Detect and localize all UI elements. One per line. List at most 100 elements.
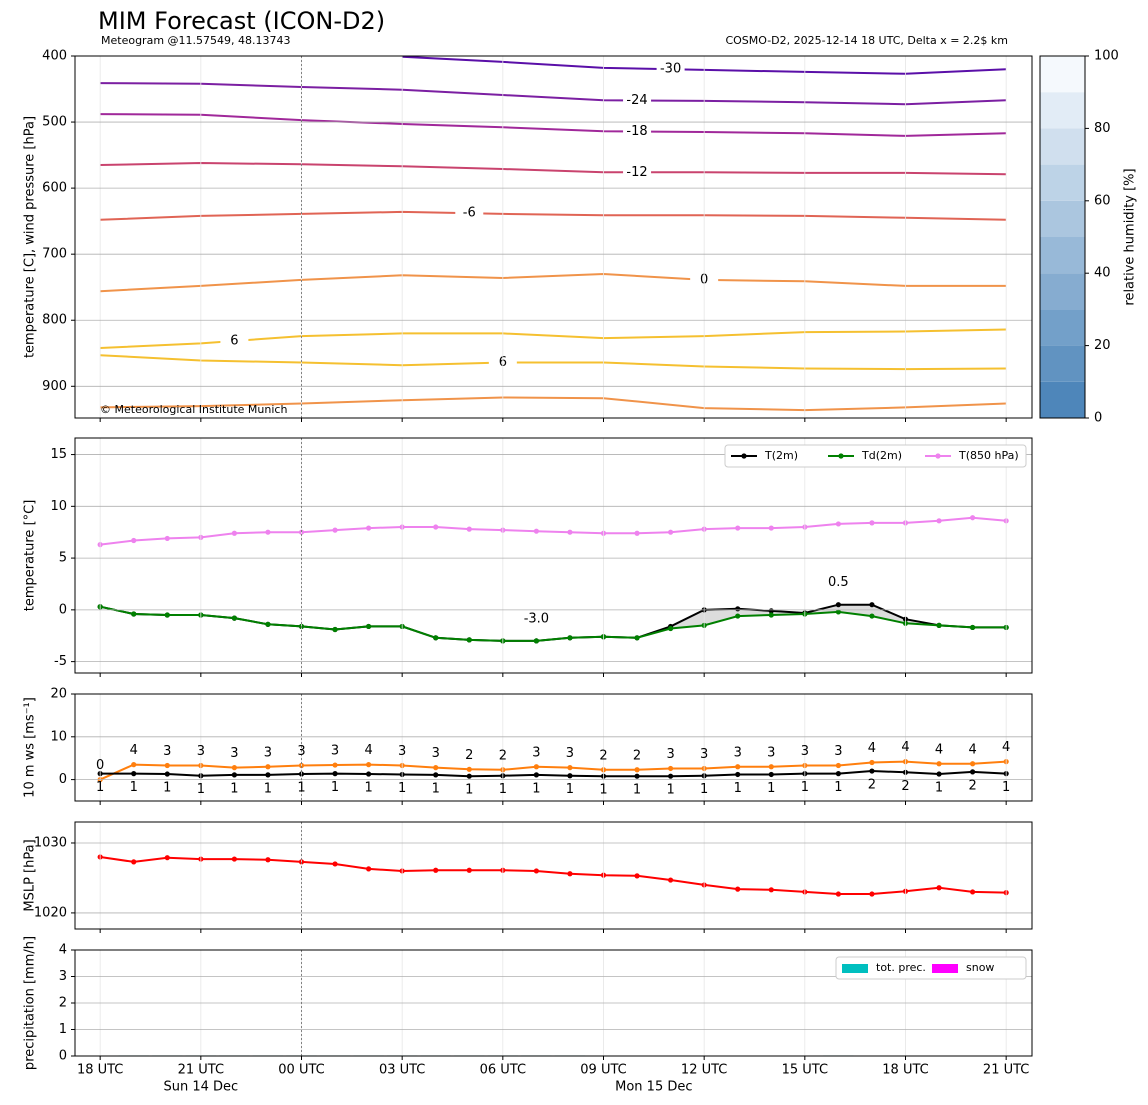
point (634, 773, 640, 779)
series-line (99, 760, 1007, 781)
y-tick-label: 20 (50, 687, 67, 702)
value-label: 1 (331, 780, 339, 795)
subtitle: Meteogram @11.57549, 48.13743 (101, 34, 291, 47)
point (835, 762, 841, 769)
series-line (100, 769, 1007, 778)
y-tick-label: 0 (59, 1049, 67, 1064)
point (231, 615, 237, 621)
contour-label: -30 (660, 62, 681, 77)
contour-line (100, 113, 1007, 137)
colorbar-band (1040, 381, 1085, 418)
contour-line (100, 272, 1007, 293)
point (768, 887, 774, 893)
value-label: 1 (532, 781, 540, 796)
point (869, 602, 875, 608)
point (567, 765, 573, 771)
x-tick-label: 15 UTC (782, 1063, 828, 1078)
colorbar-band (1040, 92, 1085, 129)
value-label: 2 (968, 778, 976, 793)
value-label: 1 (96, 780, 104, 795)
point (668, 877, 674, 883)
credit: © Meteorological Institute Munich (100, 403, 287, 416)
value-label: 1 (633, 783, 641, 798)
colorbar-tick-label: 40 (1094, 266, 1111, 281)
contour-line (100, 82, 1007, 106)
point (970, 624, 976, 631)
value-label: 3 (163, 744, 171, 759)
point (131, 537, 137, 544)
y-axis-label: MSLP [hPa] (23, 839, 38, 911)
point (634, 635, 640, 641)
point (164, 771, 170, 777)
point (231, 772, 237, 778)
point (768, 771, 774, 778)
value-label: 3 (666, 747, 674, 762)
panel: 0 10 20 10 m ws [ms⁻¹] 0 4 3 3 3 3 3 3 4 3 3 2 2 3 3 2 2 3 3 3 3… (23, 687, 1033, 805)
point (265, 764, 271, 770)
point (936, 771, 942, 777)
point (869, 520, 875, 526)
point (433, 765, 439, 771)
point (466, 526, 472, 532)
y-tick-label: 3 (59, 969, 67, 984)
value-label: 1 (297, 781, 305, 796)
contour-line (100, 210, 1007, 221)
annotation: -3.0 (524, 611, 549, 626)
contour-label: -18 (626, 124, 647, 139)
y-tick-label: 1 (59, 1022, 67, 1037)
panel: -5 0 5 10 15 temperature [°C] -3.0 0.5 T(2m) Td(2… (23, 437, 1033, 677)
value-label: 1 (767, 781, 775, 796)
value-label: 2 (868, 778, 876, 793)
point (265, 772, 271, 778)
annotation: 0.5 (828, 575, 849, 590)
date-label: Mon 15 Dec (615, 1080, 692, 1095)
legend-box (835, 956, 1027, 980)
value-label: 3 (197, 744, 205, 759)
value-label: 1 (599, 783, 607, 798)
panel-frame (74, 821, 1033, 930)
point (366, 525, 372, 531)
point (164, 762, 170, 769)
point (567, 773, 573, 779)
point (970, 515, 976, 521)
y-axis-label: precipitation [mm/h] (23, 936, 38, 1070)
point (533, 772, 539, 778)
y-axis-label: temperature [C], wind pressure [hPa] (23, 116, 38, 358)
point (131, 771, 137, 777)
point (668, 765, 674, 772)
x-tick-label: 03 UTC (379, 1063, 425, 1078)
y-tick-label: 700 (42, 247, 67, 262)
value-label: 1 (666, 783, 674, 798)
y-tick-label: 500 (42, 115, 67, 130)
value-label: 1 (163, 781, 171, 796)
point (869, 613, 875, 619)
point (433, 772, 439, 778)
x-tick-label: 12 UTC (681, 1063, 727, 1078)
point (265, 621, 271, 627)
panel: 18 UTC 21 UTC 00 UTC 03 UTC 06 UTC 09 UTC 12 U… (23, 936, 1033, 1095)
point (332, 762, 338, 768)
date-label: Sun 14 Dec (163, 1080, 238, 1095)
point (366, 866, 372, 872)
value-label: 4 (868, 741, 876, 756)
x-tick-label: 18 UTC (882, 1063, 928, 1078)
point (533, 868, 539, 874)
y-tick-label: 900 (42, 379, 67, 394)
point (835, 891, 841, 897)
colorbar-frame (1039, 55, 1086, 419)
value-label: 1 (465, 783, 473, 798)
legend-marker (838, 453, 844, 459)
point (735, 771, 741, 778)
y-tick-label: 800 (42, 313, 67, 328)
colorbar-label: relative humidity [%] (1123, 168, 1138, 305)
value-label: 1 (801, 780, 809, 795)
point (869, 891, 875, 897)
value-label: 2 (599, 748, 607, 763)
point (231, 765, 237, 771)
series-line (99, 605, 1007, 642)
point (668, 773, 674, 779)
point (835, 602, 841, 608)
point (533, 764, 539, 770)
value-label: 1 (432, 781, 440, 796)
colorbar-band (1040, 164, 1085, 201)
